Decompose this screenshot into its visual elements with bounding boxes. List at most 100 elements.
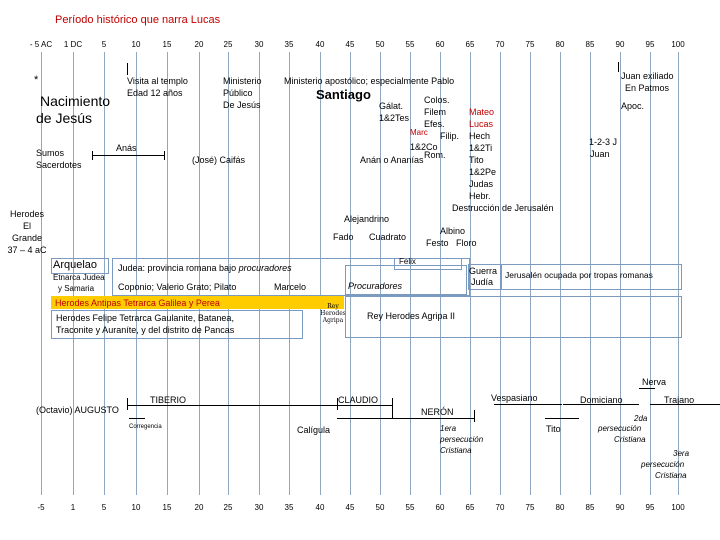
ethnarch-line2: y Samaria	[58, 284, 95, 293]
vespasiano-span	[494, 404, 562, 405]
axis-bottom-tick: 55	[405, 503, 415, 512]
herod-great-line2: El	[22, 221, 31, 231]
grid-line	[289, 52, 290, 495]
axis-bottom-tick: 30	[254, 503, 264, 512]
persecution1-line1: 1era	[440, 424, 457, 433]
judea-procurators-box	[112, 258, 470, 296]
axis-top-tick: 55	[405, 40, 415, 49]
grid-line	[650, 52, 651, 495]
axis-bottom-tick: 80	[555, 503, 565, 512]
anan-label: Anán o Ananías	[360, 155, 424, 165]
axis-top-tick: 15	[162, 40, 172, 49]
temple-label-line1: Visita al templo	[127, 76, 188, 86]
axis-top-tick: 70	[495, 40, 505, 49]
nerva-label: Nerva	[642, 377, 667, 387]
herod-antipas-label: Herodes Antipas Tetrarca Galilea y Perea	[55, 298, 220, 308]
caligula-span	[337, 418, 392, 419]
axis-top-tick: 45	[345, 40, 355, 49]
axis-top-tick: 1 DC	[63, 40, 83, 49]
alejandrino-label: Alejandrino	[344, 214, 390, 224]
persecution3-line1: 3era	[673, 449, 690, 458]
axis-bottom-tick: 35	[284, 503, 294, 512]
trajano-label: Trajano	[664, 395, 695, 405]
axis-bottom-tick: 85	[585, 503, 595, 512]
anas-label: Anás	[116, 143, 137, 153]
axis-top-tick: 25	[223, 40, 233, 49]
persecution2-line3: Cristiana	[614, 435, 646, 444]
epistle-filemon: Filem	[424, 107, 446, 117]
epistle-galatas: Gálat.	[379, 101, 404, 111]
john-epistles-line2: Juan	[590, 149, 610, 159]
agrippa1-line1: Rey	[327, 303, 339, 310]
gospel-mateo: Mateo	[469, 107, 495, 117]
grid-line	[320, 52, 321, 495]
gospel-marcos: Marc	[410, 128, 428, 137]
axis-bottom-tick: 5	[101, 503, 107, 512]
grid-line	[620, 52, 621, 495]
fado-label: Fado	[333, 232, 354, 242]
claudio-span	[335, 405, 392, 406]
birth-star: *	[34, 74, 39, 86]
arquelao-label: Arquelao	[53, 259, 98, 271]
epistle-hebreos: Hebr.	[469, 191, 491, 201]
axis-bottom-tick: 45	[345, 503, 355, 512]
jerusalem-occupied-box	[500, 264, 682, 290]
ministry-label-line3: De Jesús	[223, 100, 261, 110]
corregencia-span	[129, 418, 145, 419]
epistle-tito: Tito	[469, 155, 484, 165]
axis-bottom-tick: 65	[465, 503, 475, 512]
albino-label: Albino	[440, 226, 466, 236]
grid-line	[678, 52, 679, 495]
high-priests-label-line2: Sacerdotes	[36, 160, 82, 170]
santiago-label: Santiago	[316, 87, 371, 102]
grid-line	[410, 52, 411, 495]
felix-label: Felix	[399, 257, 416, 266]
herod-great-line1: Herodes	[9, 209, 45, 219]
axis-bottom-tick: -5	[37, 503, 45, 512]
jewish-war-line2: Judía	[471, 277, 494, 287]
axis-bottom-tick: 50	[375, 503, 385, 512]
neron-start	[392, 398, 393, 418]
epistle-romanos: Rom.	[424, 150, 446, 160]
grid-line	[167, 52, 168, 495]
grid-line	[136, 52, 137, 495]
anas-end	[164, 151, 165, 160]
epistle-filipenses: Filip.	[440, 131, 460, 141]
axis-bottom-tick: 75	[525, 503, 535, 512]
early-procurators-label: Coponio; Valerio Grato; Pilato	[118, 282, 237, 292]
agrippa1-block: Rey Herodes Agripa	[318, 303, 348, 325]
axis-bottom-tick: 20	[194, 503, 204, 512]
book-apocalipsis: Apoc.	[621, 101, 645, 111]
destruction-jerusalem-label: Destrucción de Jerusalén	[452, 203, 554, 213]
domiciano-label: Domiciano	[580, 395, 623, 405]
herod-philip-box	[51, 310, 303, 339]
axis-bottom-tick: 90	[615, 503, 625, 512]
book-hechos: Hech	[469, 131, 491, 141]
grid-line	[350, 52, 351, 495]
axis-top-tick: 10	[131, 40, 141, 49]
axis-bottom-tick: 70	[495, 503, 505, 512]
axis-top-tick: 30	[254, 40, 264, 49]
corregencia-label: Corregencia	[129, 424, 162, 430]
judea-province-label: Judea: provincia romana bajo procuradore…	[118, 263, 292, 273]
axis-bottom-tick: 1	[70, 503, 76, 512]
temple-label-line2: Edad 12 años	[127, 88, 183, 98]
patmos-marker	[618, 62, 619, 72]
axis-top-tick: 85	[585, 40, 595, 49]
tiberio-label: TIBERIO	[150, 395, 187, 405]
grid-line	[470, 52, 471, 495]
procuradores-label: Procuradores	[348, 281, 403, 291]
axis-bottom-tick: 15	[162, 503, 172, 512]
herod-philip-line2: Traconite y Auraníte, y del distrito de …	[56, 325, 235, 335]
john-exile-line2: En Patmos	[625, 83, 670, 93]
jewish-war-line1: Guerra	[469, 266, 498, 276]
festo-label: Festo	[426, 238, 449, 248]
axis-top-tick: 80	[555, 40, 565, 49]
grid-line	[41, 52, 42, 495]
axis-bottom-tick: 100	[671, 503, 685, 512]
high-priests-label-line1: Sumos	[36, 148, 65, 158]
birth-label-line1: Nacimiento	[40, 93, 111, 109]
agrippa2-label: Rey Herodes Agripa II	[367, 311, 456, 321]
axis-bottom-tick: 60	[435, 503, 445, 512]
tito-span	[545, 418, 579, 419]
